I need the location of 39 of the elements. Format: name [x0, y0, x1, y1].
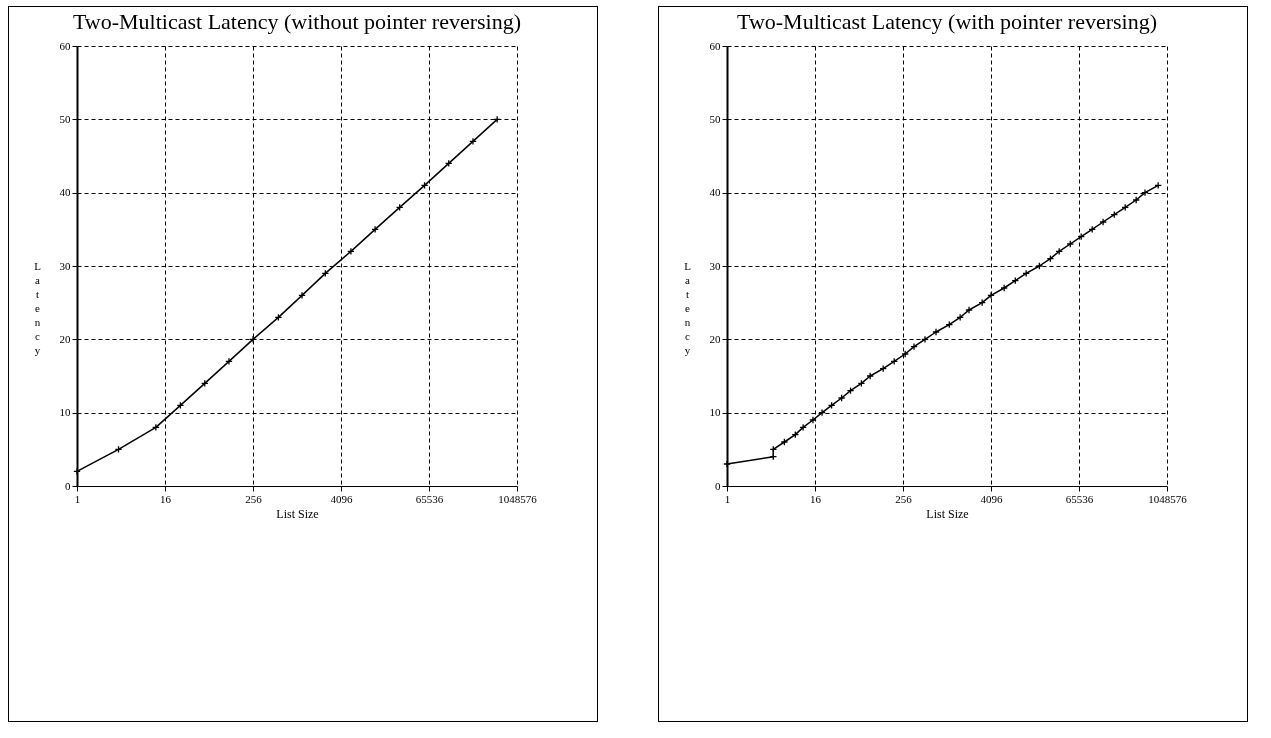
y-tick-label: 0 — [715, 479, 721, 492]
point — [469, 137, 477, 146]
x-axis-title: List Size — [276, 506, 319, 521]
x-tick-label: 1048576 — [498, 492, 538, 505]
y-tick-label: 60 — [59, 39, 71, 52]
point — [249, 335, 257, 344]
y-tick-label: 10 — [709, 406, 721, 419]
x-tick-label: 16 — [160, 492, 172, 505]
y-tick-label: 20 — [709, 332, 721, 345]
x-tick-label: 1 — [74, 492, 81, 505]
x-tick-label: 256 — [895, 492, 913, 505]
x-axis-title: List Size — [926, 506, 969, 521]
x-tick-label: 65536 — [1065, 492, 1094, 505]
y-tick-label: 40 — [709, 186, 721, 199]
x-tick-label: 16 — [810, 492, 822, 505]
y-tick-label: 50 — [709, 112, 721, 125]
point — [298, 291, 306, 300]
y-tick-label: 10 — [59, 406, 71, 419]
x-tick-label: 1 — [724, 492, 731, 505]
y-tick-label: 30 — [59, 259, 71, 272]
chart-title: Two-Multicast Latency (with pointer reversing) — [737, 9, 1157, 34]
point — [347, 247, 355, 256]
y-tick-label: 50 — [59, 112, 71, 125]
y-tick-label: 20 — [59, 332, 71, 345]
y-tick-label: 60 — [709, 39, 721, 52]
x-tick-label: 1048576 — [1148, 492, 1188, 505]
point — [225, 357, 233, 366]
x-tick-label: 65536 — [415, 492, 444, 505]
point — [371, 225, 379, 234]
y-axis-title: Latency — [684, 259, 692, 356]
y-tick-label: 0 — [65, 479, 71, 492]
y-tick-label: 40 — [59, 186, 71, 199]
y-axis-title: Latency — [34, 259, 42, 356]
chart-title: Two-Multicast Latency (without pointer reversing) — [72, 9, 522, 34]
x-tick-label: 4096 — [330, 492, 353, 505]
y-tick-label: 30 — [709, 259, 721, 272]
point — [152, 423, 160, 432]
x-tick-label: 4096 — [980, 492, 1003, 505]
x-tick-label: 256 — [245, 492, 263, 505]
